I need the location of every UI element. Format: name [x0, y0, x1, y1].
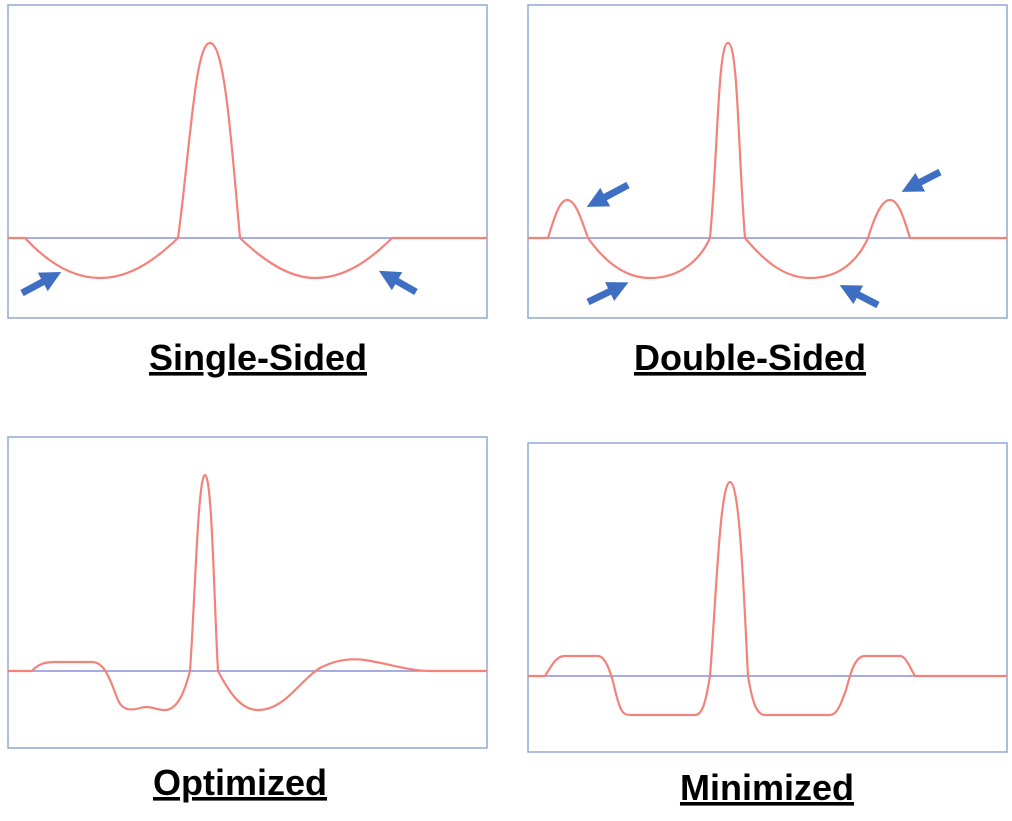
arrow [901, 168, 942, 192]
arrow [378, 270, 418, 296]
panel-frame [7, 4, 488, 319]
panel-single-sided: Single-Sided [7, 4, 488, 378]
arrow [20, 272, 62, 297]
arrow [586, 282, 629, 306]
waveform [8, 473, 487, 712]
waveform [528, 41, 1007, 280]
arrow [839, 285, 880, 309]
arrow [586, 181, 630, 207]
panel-label: Double-Sided [634, 337, 866, 378]
panel-optimized: Optimized [7, 436, 488, 803]
panel-double-sided: Double-Sided [527, 4, 1008, 378]
panel-label: Single-Sided [149, 337, 367, 378]
waveform [528, 480, 1007, 717]
panel-label: Minimized [680, 767, 854, 808]
panel-frame [527, 442, 1008, 753]
waveform [8, 41, 487, 280]
panel-frame [7, 436, 488, 749]
panel-frame [527, 4, 1008, 319]
panel-label: Optimized [153, 762, 327, 803]
panel-minimized: Minimized [527, 442, 1008, 808]
